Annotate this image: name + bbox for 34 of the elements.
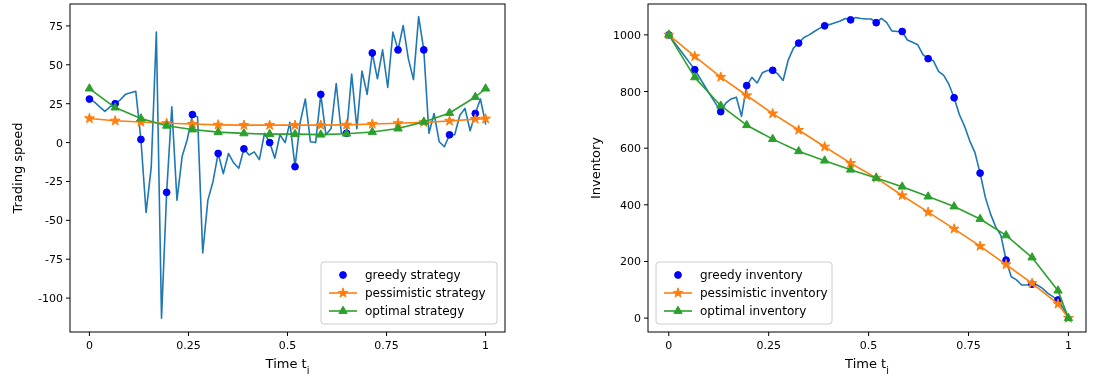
legend-label: pessimistic strategy [365,286,486,300]
y-tick-label: 0 [634,312,641,326]
x-tick-label: 1 [482,339,490,352]
y-axis-title: Trading speed [10,122,25,215]
legend-label: optimal strategy [365,304,465,318]
legend-label: optimal inventory [700,304,807,318]
y-tick-label: 0 [56,136,63,150]
y-tick-label: 1000 [613,28,641,42]
y-tick-label: 75 [49,19,63,33]
y-tick-label: -25 [45,175,63,189]
y-axis-title: Inventory [588,136,603,200]
y-tick-label: -75 [45,253,63,267]
y-tick-label: 800 [620,85,641,99]
y-tick-label: -50 [45,214,63,228]
legend-label: pessimistic inventory [700,286,828,300]
x-tick-label: 0 [665,339,673,352]
x-tick-label: 0.75 [956,339,981,352]
y-tick-label: 50 [49,58,63,72]
x-tick-label: 0.5 [278,339,297,352]
x-tick-label: 1 [1064,339,1072,352]
y-tick-label: 25 [49,97,63,111]
x-tick-label: 0.75 [374,339,399,352]
y-tick-label: 200 [620,255,641,269]
y-tick-label: -100 [38,292,63,306]
x-axis-title: Time t$_{i}$ [264,356,310,376]
x-tick-label: 0.5 [859,339,878,352]
y-tick-label: 400 [620,198,641,212]
legend-label: greedy inventory [700,268,803,282]
x-tick-label: 0 [85,339,93,352]
legend-label: greedy strategy [365,268,461,282]
x-tick-label: 0.25 [756,339,781,352]
x-axis-title: Time t$_{i}$ [844,356,889,376]
x-tick-label: 0.25 [176,339,201,352]
y-tick-label: 600 [620,142,641,156]
